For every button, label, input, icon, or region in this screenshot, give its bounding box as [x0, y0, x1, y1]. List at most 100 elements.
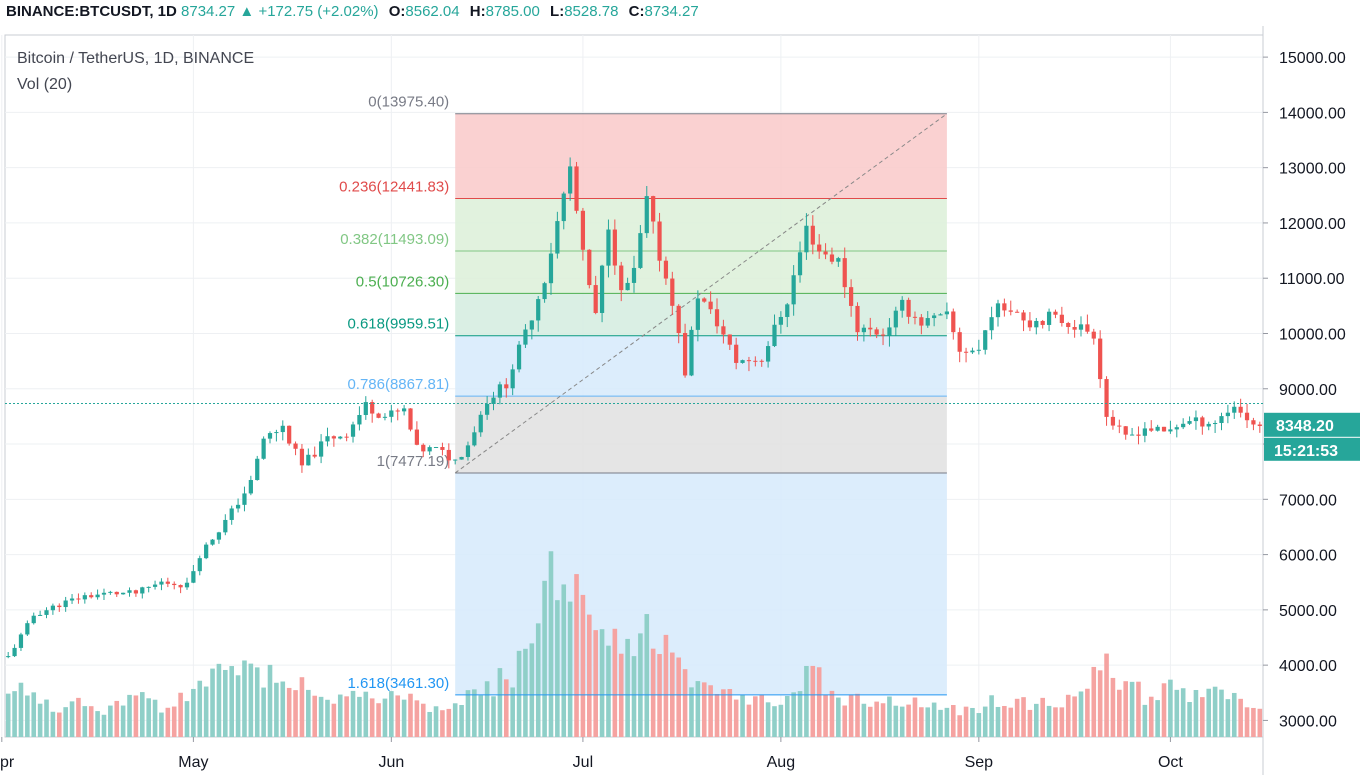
candle-body	[1053, 311, 1058, 315]
volume-bar	[369, 698, 375, 737]
volume-bar	[1002, 705, 1007, 737]
candle-body	[970, 350, 975, 353]
time-tick-label: Jun	[378, 754, 404, 771]
price-badge-value: 8348.20	[1276, 418, 1334, 435]
volume-bar	[612, 628, 618, 737]
price-axis[interactable]: 15000.00 14000.00 13000.00 12000.00 11000.00…	[1262, 26, 1346, 775]
volume-bar	[919, 707, 924, 737]
price-tick-label: 6000.00	[1279, 548, 1337, 565]
volume-bar	[484, 681, 490, 737]
volume-bar	[331, 703, 337, 737]
volume-bar	[963, 706, 969, 737]
volume-bar	[165, 707, 171, 737]
fib-zone	[455, 250, 947, 294]
symbol-header: BINANCE:BTCUSDT, 1D 8734.27 ▲ +172.75 (+…	[0, 0, 1369, 24]
volume-bar	[982, 706, 988, 737]
price-tick-label: 12000.00	[1279, 216, 1346, 233]
candle-body	[1219, 416, 1224, 424]
volume-bar	[893, 705, 899, 737]
volume-bar	[465, 690, 471, 737]
volume-bar	[95, 711, 100, 737]
candle-body	[274, 432, 279, 434]
volume-bar	[427, 711, 432, 737]
fib-level-label: 0.236(12441.83)	[339, 179, 449, 196]
candle-body	[255, 458, 260, 481]
volume-bar	[1168, 679, 1173, 737]
candle-body	[529, 320, 534, 330]
candle-body	[1072, 327, 1077, 330]
candle-body	[714, 309, 720, 327]
volume-bar	[108, 705, 113, 737]
fib-level-label: 0.618(9959.51)	[347, 316, 449, 333]
candle-body	[874, 329, 879, 335]
volume-bar	[708, 685, 713, 737]
candle-body	[306, 454, 311, 466]
volume-bar	[733, 699, 739, 737]
volume-bar	[63, 707, 68, 737]
volume-bar	[223, 669, 228, 737]
candle-body	[472, 432, 477, 446]
volume-bar	[810, 665, 816, 737]
volume-bar	[523, 648, 528, 737]
candle-body	[912, 316, 918, 318]
time-tick-label: Apr	[0, 754, 15, 771]
candle-body	[76, 598, 81, 600]
candle-body	[657, 221, 662, 261]
volume-bar	[1110, 677, 1116, 737]
volume-bar	[152, 699, 158, 737]
volume-bar	[459, 704, 464, 737]
candle-body	[446, 449, 451, 461]
fib-retracement[interactable]: 0(13975.40) 0.236(12441.83) 0.382(11493.09…	[339, 94, 948, 696]
price-tick-label: 5000.00	[1279, 603, 1337, 620]
candle-body	[210, 539, 215, 545]
volume-bar	[1065, 694, 1071, 737]
symbol-name[interactable]: BINANCE:BTCUSDT, 1D	[6, 3, 177, 20]
volume-bar	[906, 704, 911, 737]
fib-level-label: 0(13975.40)	[368, 94, 449, 111]
volume-bar	[816, 667, 822, 737]
candle-body	[165, 581, 170, 584]
volume-bar	[56, 712, 62, 737]
candle-body	[485, 403, 490, 415]
volume-bar	[420, 703, 426, 737]
fib-zones	[455, 113, 947, 695]
candle-body	[855, 305, 860, 333]
price-badge	[1264, 412, 1360, 437]
candle-body	[261, 438, 266, 459]
candle-body	[1193, 417, 1199, 422]
volume-bar	[1034, 703, 1039, 737]
candle-body	[682, 333, 688, 376]
price-tick-label: 9000.00	[1279, 382, 1337, 399]
volume-bar	[746, 704, 752, 737]
volume-bar	[1008, 707, 1014, 737]
volume-bar	[1117, 689, 1122, 737]
volume-bar	[408, 693, 413, 737]
candle-body	[140, 587, 145, 594]
volume-bar	[689, 687, 694, 737]
candle-body	[702, 298, 707, 302]
volume-bars	[5, 551, 1263, 737]
volume-bar	[299, 677, 305, 737]
time-tick-label: May	[178, 754, 208, 771]
time-tick-label: Oct	[1158, 754, 1183, 771]
candle-body	[925, 318, 930, 326]
volume-bar	[950, 705, 956, 737]
candle-body	[1181, 423, 1186, 428]
volume-bar	[261, 687, 266, 737]
volume-bar	[727, 689, 733, 737]
volume-bar	[778, 704, 784, 737]
volume-bar	[197, 680, 203, 737]
volume-bar	[178, 692, 183, 737]
volume-bar	[631, 656, 637, 737]
candle-body	[1104, 379, 1109, 417]
volume-bar	[574, 574, 579, 737]
fib-zone	[455, 113, 947, 199]
price-chart[interactable]: 0(13975.40) 0.236(12441.83) 0.382(11493.09…	[0, 26, 1369, 775]
close-value: 8734.27	[644, 3, 699, 20]
volume-bar	[472, 689, 477, 737]
candle-body	[587, 249, 592, 286]
candle-body	[1059, 314, 1064, 324]
candle-body	[497, 384, 503, 398]
volume-bar	[842, 705, 848, 737]
time-axis[interactable]: Apr May Jun Jul Aug Sep Oct	[0, 737, 1183, 771]
